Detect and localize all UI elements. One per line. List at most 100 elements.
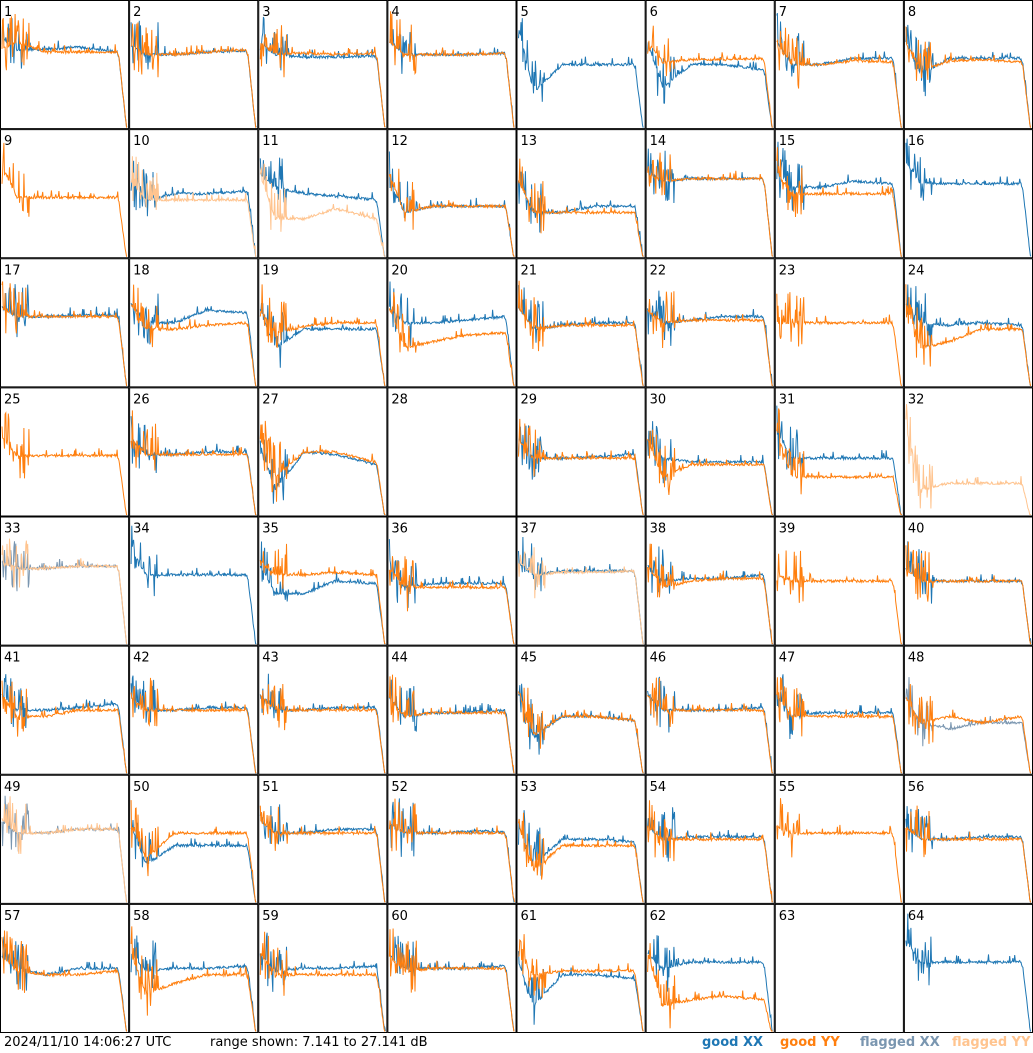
legend-good-yy: good YY [780, 1035, 840, 1050]
panel-17: 17 [0, 258, 130, 388]
panel-frame [903, 387, 1033, 517]
series-xx-line [259, 16, 386, 128]
panel-number: 5 [521, 5, 529, 20]
series-yy-line [518, 547, 644, 645]
panel-10: 10 [129, 129, 259, 259]
panel-50: 50 [129, 774, 259, 904]
series-yy-line [647, 543, 773, 645]
panel-number: 40 [908, 522, 925, 537]
series-yy-line [1, 411, 128, 515]
panel-number: 32 [908, 392, 925, 407]
series-yy-line [130, 22, 257, 128]
panel-number: 57 [4, 909, 21, 924]
panel-40: 40 [903, 516, 1033, 646]
series-yy-line [776, 292, 902, 386]
series-yy-line [647, 25, 773, 128]
panel-number: 54 [650, 780, 667, 795]
series-yy-line [260, 683, 386, 774]
series-yy-line [259, 25, 386, 128]
series-xx-line [905, 138, 1032, 257]
series-yy-line [259, 420, 386, 515]
series-yy-line [130, 410, 257, 515]
series-xx-line [388, 281, 515, 386]
series-yy-line [647, 429, 773, 515]
series-xx-line [388, 679, 515, 774]
panel-number: 58 [133, 909, 150, 924]
series-yy-line [776, 798, 902, 903]
panel-26: 26 [129, 387, 259, 517]
panel-number: 28 [391, 392, 408, 407]
panel-frame [516, 903, 646, 1033]
series-xx-line [647, 935, 773, 1032]
panel-32: 32 [903, 387, 1033, 517]
panel-frame [387, 129, 517, 259]
panel-number: 6 [650, 5, 658, 20]
series-yy-line [647, 291, 773, 386]
panel-56: 56 [903, 774, 1033, 904]
series-yy-line [518, 418, 644, 515]
panel-number: 31 [779, 392, 796, 407]
series-yy-line [776, 27, 902, 128]
panel-frame [258, 0, 388, 130]
panel-21: 21 [516, 258, 646, 388]
panel-number: 45 [521, 651, 538, 666]
series-xx-line [259, 302, 386, 386]
series-yy-line [647, 800, 773, 903]
panel-46: 46 [645, 645, 775, 775]
series-yy-line [647, 677, 773, 774]
panel-35: 35 [258, 516, 388, 646]
panel-number: 47 [779, 651, 796, 666]
panel-frame [129, 516, 259, 646]
panel-52: 52 [387, 774, 517, 904]
series-xx-line [259, 157, 386, 257]
series-xx-line [647, 421, 773, 515]
panel-4: 4 [387, 0, 517, 130]
panel-frame [903, 645, 1033, 775]
series-yy-line [259, 931, 386, 1032]
series-yy-line [259, 543, 386, 645]
panel-6: 6 [645, 0, 775, 130]
panel-number: 18 [133, 263, 150, 278]
series-xx-line [647, 290, 773, 386]
panel-16: 16 [903, 129, 1033, 259]
panel-49: 49 [0, 774, 130, 904]
panel-number: 49 [4, 780, 21, 795]
series-yy-line [905, 683, 1031, 774]
series-xx-line [905, 284, 1031, 386]
panel-number: 20 [391, 263, 408, 278]
panel-number: 7 [779, 5, 787, 20]
panel-5: 5 [516, 0, 646, 130]
panel-60: 60 [387, 903, 517, 1033]
series-yy-line [518, 687, 644, 774]
panel-number: 21 [521, 263, 538, 278]
panel-frame [0, 0, 130, 130]
series-yy-line [388, 291, 515, 386]
series-yy-line [518, 280, 644, 386]
panel-number: 61 [521, 909, 538, 924]
panel-18: 18 [129, 258, 259, 388]
series-yy-line [518, 812, 644, 903]
series-xx-line [647, 42, 773, 128]
series-xx-line [776, 405, 902, 515]
panel-number: 59 [262, 909, 279, 924]
series-xx-line [905, 913, 1031, 1032]
panel-37: 37 [516, 516, 646, 646]
series-yy-line [1, 930, 128, 1032]
panel-number: 55 [779, 780, 796, 795]
series-yy-line [259, 284, 386, 386]
panel-frame [129, 0, 259, 130]
panel-number: 38 [650, 522, 667, 537]
series-yy-line [259, 805, 386, 903]
panel-number: 36 [391, 522, 408, 537]
panel-number: 56 [908, 780, 925, 795]
panel-23: 23 [774, 258, 904, 388]
panel-number: 23 [779, 263, 796, 278]
series-yy-line [1, 281, 128, 386]
panel-number: 43 [262, 651, 279, 666]
series-yy-line [389, 11, 515, 128]
panel-28: 28 [387, 387, 517, 517]
panel-number: 37 [521, 522, 538, 537]
series-xx-line [130, 819, 257, 903]
timestamp: 2024/11/10 14:06:27 UTC [4, 1035, 172, 1050]
